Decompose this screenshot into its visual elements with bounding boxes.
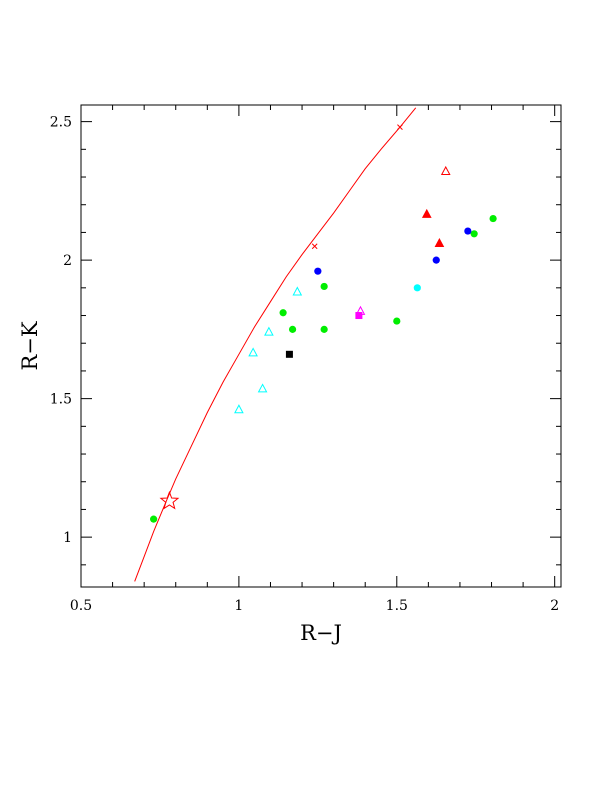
- data-point-triangle-open: [257, 383, 268, 393]
- plot-frame: [80, 104, 562, 588]
- x-tick-label: 0.5: [70, 598, 92, 614]
- y-tick-label: 1.5: [50, 392, 72, 408]
- x-tick-label: 1.5: [386, 598, 408, 614]
- data-point-triangle-open: [264, 326, 274, 336]
- data-point-triangle-open: [248, 347, 258, 357]
- data-points: [150, 165, 497, 523]
- cross-stroke: [397, 124, 403, 131]
- data-point-triangle-filled: [421, 208, 432, 218]
- data-point-triangle-open: [440, 165, 451, 175]
- data-point-circle-filled: [279, 309, 287, 317]
- x-tick-label: 1: [234, 598, 243, 614]
- data-point-circle-filled: [288, 325, 297, 333]
- y-tick-label: 2: [63, 253, 72, 269]
- x-tick-label: 2: [550, 598, 559, 614]
- x-axis-title: R−J: [300, 621, 342, 645]
- y-tick-label: 1: [63, 530, 72, 546]
- data-point-triangle-filled: [434, 237, 445, 248]
- data-point-triangle-open: [355, 305, 366, 315]
- data-point-circle-filled: [393, 317, 401, 325]
- y-axis-title: R−K: [18, 321, 42, 370]
- axis-titles: R−J R−K: [18, 321, 342, 645]
- data-point-circle-filled: [150, 515, 158, 523]
- data-point-triangle-open: [292, 286, 303, 296]
- data-point-star: [159, 490, 180, 510]
- data-point-circle-filled: [470, 230, 478, 238]
- curve-cross-marker: [311, 243, 318, 250]
- tick-labels: 0.5 1 1.5 2 1 1.5 2 2.5: [50, 115, 559, 614]
- model-curve: [134, 107, 417, 582]
- data-point-circle-filled: [320, 325, 328, 333]
- curve-line: [134, 107, 417, 582]
- axis-ticks: [80, 105, 561, 587]
- data-point-circle-filled: [489, 214, 497, 223]
- data-point-circle-filled: [314, 267, 322, 275]
- cross-stroke: [311, 243, 318, 250]
- data-point-circle-filled: [464, 227, 472, 235]
- data-point-circle-filled: [413, 284, 421, 292]
- y-tick-label: 2.5: [50, 115, 72, 131]
- data-point-square-filled: [285, 350, 293, 358]
- data-point-triangle-open: [234, 404, 244, 414]
- data-point-circle-filled: [432, 256, 440, 264]
- data-point-circle-filled: [320, 282, 328, 291]
- curve-cross-marker: [397, 124, 403, 131]
- data-point-square-filled: [355, 312, 363, 320]
